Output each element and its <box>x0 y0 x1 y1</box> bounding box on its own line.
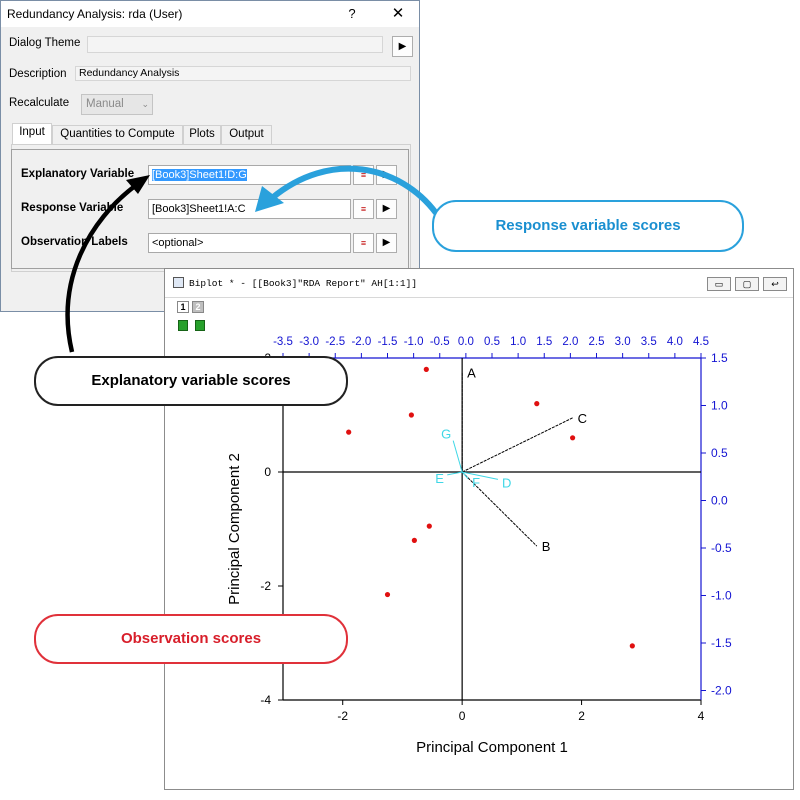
response-scores-callout: Response variable scores <box>432 200 744 252</box>
select-range-icon: ≡ <box>360 204 367 214</box>
dialog-theme-menu-button[interactable]: ▶ <box>392 36 413 57</box>
layer-2-tab[interactable]: 2 <box>192 301 204 313</box>
close-button[interactable]: ✕ <box>391 5 405 22</box>
graph-window-icon <box>173 277 184 288</box>
lock-icon[interactable] <box>195 320 205 331</box>
restore-button[interactable]: ↩ <box>763 277 787 291</box>
dialog-theme-label: Dialog Theme <box>9 37 81 49</box>
tab-output[interactable]: Output <box>221 125 272 144</box>
graph-titlebar: Biplot * - [[Book3]"RDA Report" AH[1:1]]… <box>165 269 793 298</box>
biplot-graph-window: Biplot * - [[Book3]"RDA Report" AH[1:1]]… <box>164 268 794 790</box>
recalculate-value: Manual <box>86 98 124 110</box>
explanatory-variable-label: Explanatory Variable <box>21 168 135 180</box>
observation-labels-label: Observation Labels <box>21 236 128 248</box>
observation-labels-value: <optional> <box>152 237 204 249</box>
observation-scores-callout: Observation scores <box>34 614 348 664</box>
layer-1-tab[interactable]: 1 <box>177 301 189 313</box>
play-arrow-icon: ▶ <box>382 237 391 248</box>
response-select-range-button[interactable]: ≡ <box>353 199 374 219</box>
explanatory-scores-callout: Explanatory variable scores <box>34 356 348 406</box>
chevron-down-icon: ⌄ <box>141 99 149 109</box>
help-button[interactable]: ? <box>348 6 356 21</box>
tab-quantities-to-compute[interactable]: Quantities to Compute <box>52 125 183 144</box>
dialog-titlebar: Redundancy Analysis: rda (User) ? ✕ <box>1 1 419 27</box>
observation-labels-input[interactable]: <optional> <box>148 233 351 253</box>
rda-dialog: Redundancy Analysis: rda (User) ? ✕ Dial… <box>0 0 420 312</box>
graph-title: Biplot * - [[Book3]"RDA Report" AH[1:1]] <box>189 278 418 289</box>
maximize-button[interactable]: ▢ <box>735 277 759 291</box>
minimize-button[interactable]: ▭ <box>707 277 731 291</box>
observation-select-range-button[interactable]: ≡ <box>353 233 374 253</box>
explanatory-variable-value: [Book3]Sheet1!D:G <box>152 169 247 181</box>
play-arrow-icon: ▶ <box>398 41 407 52</box>
maximize-icon: ▢ <box>742 279 752 289</box>
response-variable-label: Response Variable <box>21 202 124 214</box>
observation-menu-button[interactable]: ▶ <box>376 233 397 253</box>
tab-plots[interactable]: Plots <box>183 125 221 144</box>
select-range-icon: ≡ <box>360 170 367 180</box>
explanatory-variable-input[interactable]: [Book3]Sheet1!D:G <box>148 165 351 185</box>
response-variable-input[interactable]: [Book3]Sheet1!A:C <box>148 199 351 219</box>
dialog-theme-field[interactable] <box>87 36 383 53</box>
dialog-title: Redundancy Analysis: rda (User) <box>7 7 183 21</box>
play-arrow-icon: ▶ <box>382 169 391 180</box>
select-range-icon: ≡ <box>360 238 367 248</box>
explanatory-select-range-button[interactable]: ≡ <box>353 165 374 185</box>
response-menu-button[interactable]: ▶ <box>376 199 397 219</box>
explanatory-menu-button[interactable]: ▶ <box>376 165 397 185</box>
play-arrow-icon: ▶ <box>382 203 391 214</box>
lock-icon[interactable] <box>178 320 188 331</box>
description-field: Redundancy Analysis <box>75 66 411 81</box>
restore-icon: ↩ <box>771 279 779 289</box>
tab-input[interactable]: Input <box>12 123 52 145</box>
description-label: Description <box>9 68 67 80</box>
minimize-icon: ▭ <box>714 279 724 289</box>
recalculate-label: Recalculate <box>9 97 70 109</box>
response-variable-value: [Book3]Sheet1!A:C <box>152 203 246 215</box>
recalculate-dropdown[interactable]: Manual ⌄ <box>81 94 153 115</box>
